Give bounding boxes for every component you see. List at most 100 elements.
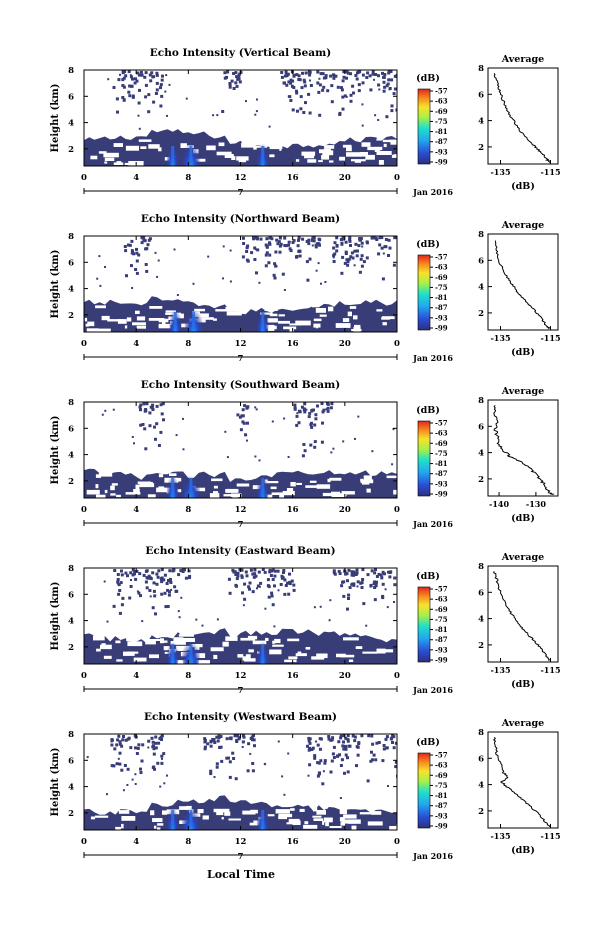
echo-upper-cell bbox=[298, 249, 302, 253]
echo-gap bbox=[178, 634, 194, 637]
echo-gap bbox=[221, 817, 224, 820]
echo-upper-cell bbox=[149, 79, 153, 83]
echo-upper-cell bbox=[341, 744, 345, 748]
echo-upper-cell bbox=[273, 574, 277, 578]
echo-upper-cell bbox=[371, 70, 375, 74]
echo-upper-cell bbox=[120, 744, 124, 748]
echo-gap bbox=[236, 156, 249, 161]
echo-scatter-cell bbox=[201, 624, 204, 627]
echo-upper-cell bbox=[381, 71, 384, 75]
echo-upper-cell bbox=[392, 263, 396, 267]
echo-upper-cell bbox=[278, 250, 282, 254]
echo-upper-cell bbox=[377, 741, 381, 744]
echo-gap bbox=[346, 146, 352, 152]
echo-gap bbox=[351, 825, 357, 830]
echo-gap bbox=[305, 647, 311, 650]
echo-upper-cell bbox=[322, 408, 326, 412]
echo-upper-cell bbox=[335, 249, 339, 253]
echo-upper-cell bbox=[370, 569, 374, 573]
echo-upper-cell bbox=[117, 583, 121, 587]
echo-scatter-cell bbox=[361, 245, 364, 248]
echo-upper-cell bbox=[119, 581, 123, 585]
echo-upper-cell bbox=[248, 587, 251, 591]
echo-upper-cell bbox=[143, 75, 147, 79]
y-tick-label: 6 bbox=[68, 590, 74, 600]
echo-gap bbox=[231, 156, 236, 160]
echo-upper-cell bbox=[302, 111, 306, 114]
echo-upper-cell bbox=[215, 762, 219, 766]
echo-upper-cell bbox=[308, 257, 312, 261]
echo-upper-cell bbox=[112, 604, 116, 608]
echo-gap bbox=[224, 811, 231, 816]
panel-3: Echo Intensity (Southward Beam) 2 4 6 8 Heigh… bbox=[50, 379, 559, 530]
x-tick-label: 4 bbox=[133, 173, 139, 183]
average-x-title: (dB) bbox=[511, 679, 535, 690]
echo-upper-cell bbox=[140, 759, 144, 763]
echo-upper-cell bbox=[139, 771, 143, 774]
echo-upper-cell bbox=[387, 254, 390, 257]
echo-gap bbox=[281, 142, 285, 146]
echo-gap bbox=[316, 484, 331, 489]
average-x-tick-label: -140 bbox=[489, 499, 509, 509]
echo-gap bbox=[340, 822, 345, 826]
echo-scatter-cell bbox=[173, 248, 176, 251]
echo-gap bbox=[206, 145, 216, 151]
echo-gap bbox=[283, 326, 297, 330]
echo-upper-cell bbox=[223, 71, 227, 75]
y-tick-label: 8 bbox=[68, 564, 74, 574]
echo-upper-cell bbox=[271, 578, 275, 581]
echo-gap bbox=[160, 640, 168, 643]
y-tick-label: 4 bbox=[68, 783, 74, 793]
echo-upper-cell bbox=[164, 605, 168, 609]
echo-upper-cell bbox=[168, 590, 171, 594]
echo-upper-cell bbox=[369, 759, 373, 763]
echo-gap bbox=[147, 494, 156, 498]
echo-upper-cell bbox=[146, 576, 150, 580]
echo-upper-cell bbox=[273, 569, 277, 573]
echo-upper-cell bbox=[118, 762, 122, 766]
echo-upper-cell bbox=[316, 404, 319, 408]
y-tick-label: 4 bbox=[68, 451, 74, 461]
echo-scatter-cell bbox=[305, 408, 308, 411]
echo-upper-cell bbox=[322, 85, 326, 89]
echo-gap bbox=[100, 644, 112, 650]
echo-core-streak bbox=[189, 644, 193, 660]
echo-upper-cell bbox=[135, 259, 139, 263]
echo-upper-cell bbox=[384, 737, 388, 741]
echo-upper-cell bbox=[321, 782, 325, 786]
echo-upper-cell bbox=[360, 241, 364, 245]
echo-upper-cell bbox=[110, 743, 114, 747]
echo-gap bbox=[322, 150, 334, 156]
echo-upper-cell bbox=[181, 570, 185, 573]
echo-upper-cell bbox=[159, 83, 163, 87]
average-title: Average bbox=[501, 386, 544, 397]
echo-upper-cell bbox=[242, 242, 246, 245]
y-tick-label: 6 bbox=[68, 756, 74, 766]
echo-gap bbox=[328, 306, 334, 312]
average-x-title: (dB) bbox=[511, 347, 535, 358]
echo-upper-cell bbox=[313, 756, 317, 760]
echo-upper-cell bbox=[361, 568, 365, 572]
echo-upper-cell bbox=[355, 568, 359, 572]
day-label: 7 bbox=[238, 520, 244, 530]
echo-upper-cell bbox=[341, 255, 345, 259]
echo-gap bbox=[179, 806, 189, 810]
echo-upper-cell bbox=[352, 583, 356, 587]
echo-upper-cell bbox=[284, 584, 288, 587]
echo-upper-cell bbox=[316, 70, 320, 74]
echo-upper-cell bbox=[130, 239, 134, 243]
echo-upper-cell bbox=[128, 596, 132, 600]
echo-upper-cell bbox=[276, 242, 280, 246]
y-tick-label: 2 bbox=[68, 145, 74, 155]
colorbar-tick-label: -99 bbox=[435, 490, 448, 499]
echo-upper-cell bbox=[361, 578, 365, 581]
echo-upper-cell bbox=[296, 244, 300, 248]
echo-upper-cell bbox=[118, 740, 122, 744]
echo-upper-cell bbox=[312, 408, 315, 412]
echo-upper-cell bbox=[330, 100, 334, 104]
echo-upper-cell bbox=[395, 108, 397, 112]
echo-upper-cell bbox=[241, 591, 244, 595]
echo-upper-cell bbox=[151, 408, 155, 411]
echo-scatter-cell bbox=[281, 775, 284, 778]
echo-upper-cell bbox=[148, 589, 152, 592]
